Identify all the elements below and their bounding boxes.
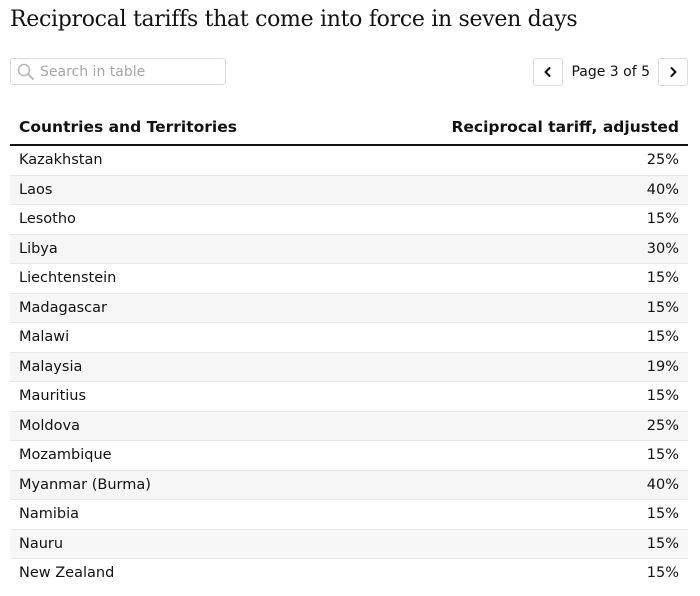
tariff-cell: 15% xyxy=(349,440,688,471)
country-cell: Nauru xyxy=(10,529,349,559)
page-title: Reciprocal tariffs that come into force … xyxy=(10,7,578,32)
tariff-cell: 15% xyxy=(349,381,688,412)
table-row: Namibia 15% xyxy=(10,499,688,530)
tariff-cell: 15% xyxy=(349,499,688,530)
column-header-tariff[interactable]: Reciprocal tariff, adjusted xyxy=(349,110,688,146)
previous-page-button[interactable] xyxy=(533,58,564,86)
table-row: Nauru 15% xyxy=(10,529,688,559)
table-row: Laos 40% xyxy=(10,175,688,205)
tariff-cell: 25% xyxy=(349,411,688,441)
country-cell: Namibia xyxy=(10,499,349,530)
next-page-button[interactable] xyxy=(658,58,688,86)
table-row: Liechtenstein 15% xyxy=(10,263,688,294)
country-cell: Moldova xyxy=(10,411,349,441)
tariff-cell: 30% xyxy=(349,234,688,264)
tariff-cell: 40% xyxy=(349,470,688,500)
search-input[interactable] xyxy=(36,63,220,80)
country-cell: Malawi xyxy=(10,322,349,353)
table-row: Lesotho 15% xyxy=(10,204,688,235)
tariff-cell: 40% xyxy=(349,175,688,205)
search-icon xyxy=(17,63,34,80)
table-row: Mauritius 15% xyxy=(10,381,688,412)
country-cell: Liechtenstein xyxy=(10,263,349,294)
table-body: Kazakhstan 25% Laos 40% Lesotho 15% Libya 30% Li… xyxy=(10,145,688,588)
table-row: Mozambique 15% xyxy=(10,440,688,471)
chevron-right-icon xyxy=(670,67,677,77)
table-row: Moldova 25% xyxy=(10,411,688,441)
tariff-table: Countries and Territories Reciprocal tar… xyxy=(10,110,688,588)
tariff-cell: 15% xyxy=(349,263,688,294)
country-cell: New Zealand xyxy=(19,565,115,582)
country-cell: Lesotho xyxy=(10,204,349,235)
country-cell: Mozambique xyxy=(10,440,349,471)
tariff-table-container: Countries and Territories Reciprocal tar… xyxy=(10,110,688,588)
country-cell: Malaysia xyxy=(10,352,349,382)
tariff-cell: 15% xyxy=(349,293,688,323)
table-row: Malaysia 19% xyxy=(10,352,688,382)
country-cell: Laos xyxy=(10,175,349,205)
country-cell: Madagascar xyxy=(10,293,349,323)
column-header-country[interactable]: Countries and Territories xyxy=(10,110,349,146)
country-cell: Myanmar (Burma) xyxy=(10,470,349,500)
country-cell: Libya xyxy=(10,234,349,264)
table-row: Libya 30% xyxy=(10,234,688,264)
tariff-cell: 19% xyxy=(349,352,688,382)
tariff-cell: 15% xyxy=(349,204,688,235)
tariff-cell: 15% xyxy=(646,565,679,582)
table-header-row: Countries and Territories Reciprocal tar… xyxy=(10,110,688,146)
table-row: Malawi 15% xyxy=(10,322,688,353)
search-box[interactable] xyxy=(10,58,226,85)
table-row: Myanmar (Burma) 40% xyxy=(10,470,688,500)
tariff-cell: 15% xyxy=(349,529,688,559)
country-cell: Mauritius xyxy=(10,381,349,412)
tariff-cell: 25% xyxy=(349,145,688,176)
pagination: Page 3 of 5 xyxy=(533,58,688,86)
table-row: New Zealand 15% xyxy=(10,559,688,588)
page-indicator: Page 3 of 5 xyxy=(571,64,650,80)
tariff-cell: 15% xyxy=(349,322,688,353)
table-row: Madagascar 15% xyxy=(10,293,688,323)
chevron-left-icon xyxy=(544,67,551,77)
table-row: Kazakhstan 25% xyxy=(10,145,688,176)
country-cell: Kazakhstan xyxy=(10,145,349,176)
